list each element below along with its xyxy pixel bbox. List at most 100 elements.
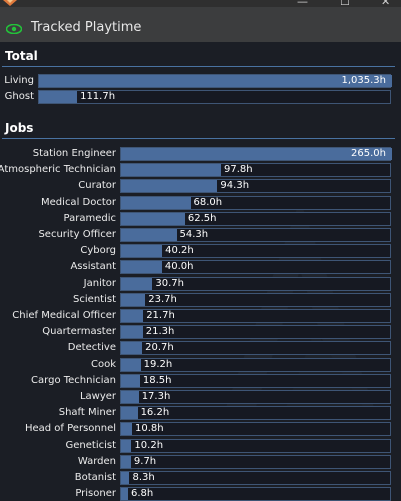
row-value: 111.7h: [80, 91, 116, 102]
progress-fill: [121, 423, 133, 436]
job-row: Security Officer 54.3h: [38, 228, 391, 242]
progress-fill: [121, 342, 143, 355]
progress-fill: [39, 75, 392, 87]
job-row: Detective 20.7h: [68, 341, 391, 356]
job-row: Medical Doctor 68.0h: [41, 195, 391, 210]
progress-bar: 40.2h: [120, 244, 391, 259]
row-value: 265.0h: [351, 148, 386, 159]
row-value: 20.7h: [145, 342, 174, 354]
progress-bar: 62.5h: [120, 211, 391, 226]
row-label: Curator: [78, 180, 116, 192]
progress-bar: 10.2h: [120, 438, 391, 453]
progress-bar: 94.3h: [120, 179, 391, 194]
job-row: Station Engineer 265.0h: [33, 147, 392, 161]
progress-fill: [121, 358, 141, 371]
row-label: Cargo Technician: [31, 374, 116, 386]
progress-bar: 21.3h: [120, 325, 391, 340]
job-row: Botanist 8.3h: [75, 471, 391, 485]
progress-fill: [121, 488, 128, 501]
row-value: 40.2h: [165, 245, 194, 257]
row-label: Chief Medical Officer: [12, 310, 116, 321]
progress-fill: [39, 91, 78, 103]
window-titlebar: — ☐ ✕: [0, 0, 401, 7]
job-row: Assistant 40.0h: [70, 260, 391, 275]
progress-fill: [121, 293, 146, 306]
maximize-button[interactable]: ☐: [340, 0, 350, 8]
row-value: 30.7h: [155, 277, 184, 289]
row-label: Security Officer: [38, 229, 116, 240]
job-row: Geneticist 10.2h: [66, 438, 391, 453]
progress-fill: [121, 439, 132, 452]
row-value: 19.2h: [143, 358, 173, 370]
row-label: Station Engineer: [32, 148, 116, 159]
close-button[interactable]: ✕: [381, 0, 391, 8]
row-value: 68.0h: [193, 196, 223, 208]
progress-bar: 8.3h: [120, 471, 391, 485]
row-label: Scientist: [73, 293, 116, 305]
progress-fill: [121, 407, 138, 420]
job-row: Head of Personnel 10.8h: [25, 422, 391, 437]
row-value: 1,035.3h: [341, 75, 386, 86]
row-label: Lawyer: [79, 391, 116, 402]
row-label: Shaft Miner: [58, 407, 116, 419]
progress-fill: [121, 196, 191, 209]
job-row: Cargo Technician 18.5h: [31, 373, 391, 388]
row-label: Quartermaster: [42, 326, 116, 338]
progress-bar: 9.7h: [120, 454, 391, 469]
job-row: Atmospheric Technician 97.8h: [0, 163, 391, 178]
minimize-button[interactable]: —: [297, 0, 308, 8]
progress-bar: 16.2h: [120, 406, 391, 421]
progress-bar: 18.5h: [120, 373, 391, 388]
row-value: 62.5h: [187, 212, 217, 224]
row-label: Cook: [90, 358, 116, 370]
total-section: Total: [0, 42, 401, 110]
row-label: Warden: [77, 455, 116, 467]
eye-icon: [6, 24, 22, 34]
progress-fill: [121, 212, 185, 225]
progress-fill: [121, 229, 177, 241]
progress-fill: [121, 391, 139, 403]
row-value: 6.8h: [130, 488, 154, 500]
progress-bar: 10.8h: [120, 422, 391, 437]
row-label: Living: [4, 75, 34, 86]
job-row: Cyborg 40.2h: [80, 244, 391, 259]
row-value: 40.0h: [164, 261, 194, 273]
row-label: Geneticist: [65, 439, 117, 451]
progress-bar: 40.0h: [120, 260, 391, 275]
progress-fill: [121, 148, 392, 160]
row-label: Cyborg: [80, 245, 116, 257]
section-divider: [2, 66, 395, 67]
progress-bar: 19.2h: [120, 357, 391, 372]
progress-fill: [121, 455, 131, 468]
section-title-total: Total: [5, 49, 38, 63]
row-label: Ghost: [4, 91, 34, 102]
progress-bar: 21.7h: [120, 309, 391, 323]
progress-bar: 97.8h: [120, 163, 391, 178]
row-value: 16.2h: [140, 407, 170, 419]
progress-bar: 30.7h: [120, 276, 391, 291]
job-row: Warden 9.7h: [78, 454, 391, 469]
row-label: Paramedic: [63, 212, 116, 224]
progress-fill: [121, 310, 144, 322]
job-row: Shaft Miner 16.2h: [59, 406, 391, 421]
progress-fill: [121, 326, 143, 339]
job-row: Janitor 30.7h: [84, 276, 391, 291]
progress-bar: 68.0h: [120, 195, 391, 210]
job-row: Cook 19.2h: [91, 357, 391, 372]
section-divider: [2, 138, 395, 139]
job-row: Curator 94.3h: [78, 179, 391, 194]
row-label: Head of Personnel: [24, 423, 116, 435]
progress-fill: [121, 261, 162, 274]
row-label: Assistant: [70, 261, 116, 273]
progress-fill: [121, 472, 130, 484]
job-row: Paramedic 62.5h: [64, 211, 391, 226]
total-row: Ghost 111.7h: [5, 90, 391, 104]
progress-fill: [121, 245, 163, 258]
job-row: Quartermaster 21.3h: [42, 325, 391, 340]
row-label: Atmospheric Technician: [0, 164, 116, 176]
row-label: Prisoner: [75, 488, 116, 500]
progress-fill: [121, 180, 218, 193]
row-value: 21.7h: [146, 310, 175, 321]
row-label: Medical Doctor: [41, 196, 116, 208]
row-value: 54.3h: [179, 229, 209, 240]
